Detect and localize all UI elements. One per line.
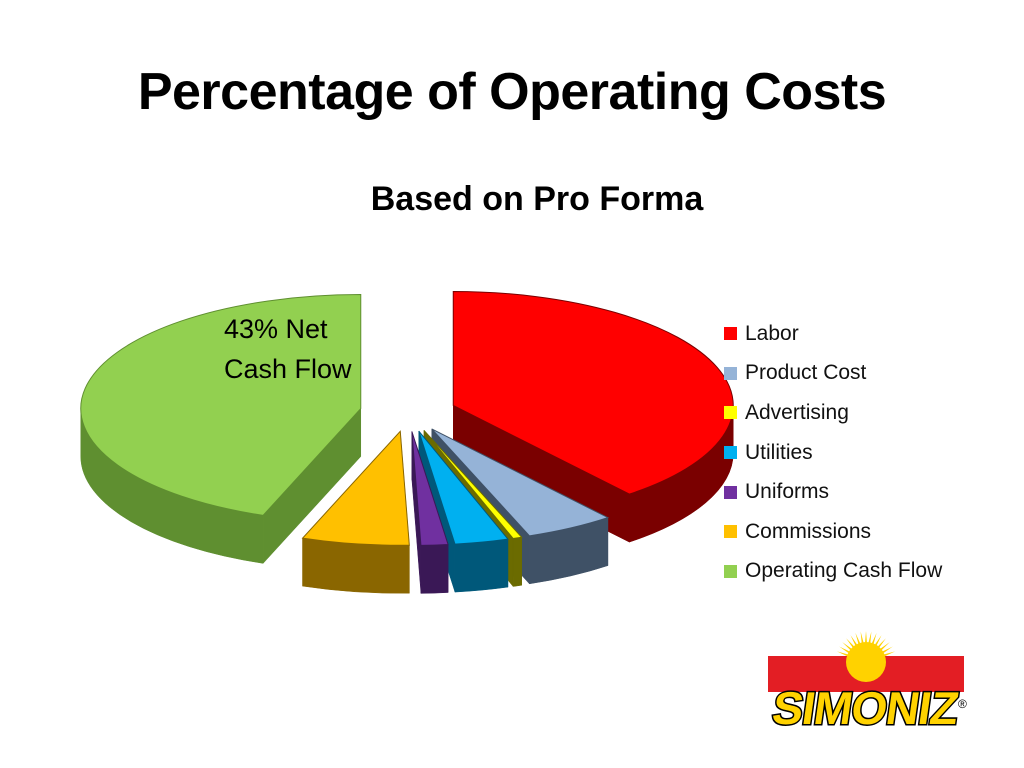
sun-ray [855, 632, 861, 646]
sun-ray [842, 642, 853, 652]
sun-ray [874, 635, 882, 647]
sun-icon [835, 631, 897, 664]
pie-slice-product-cost [431, 428, 610, 537]
pie-slice-labor [452, 290, 734, 495]
pie-slice-edge-commissions [302, 537, 410, 594]
legend-label: Commissions [745, 519, 872, 543]
sun-ray [836, 651, 850, 657]
legend-item: Utilities [724, 433, 942, 473]
legend-item: Commissions [724, 512, 942, 552]
sun-ray [876, 638, 886, 649]
legend-swatch [724, 327, 737, 341]
legend-item: Advertising [724, 393, 942, 433]
sun-ray [879, 642, 890, 652]
sun-ray [868, 631, 872, 645]
pie-slice-edge-uniforms [420, 544, 449, 594]
legend-swatch [724, 446, 737, 460]
legend-label: Labor [745, 321, 799, 345]
pie-slice-advertising [423, 430, 523, 540]
logo-wordmark: SIMONIZ [769, 682, 961, 734]
sun-ray [864, 631, 868, 645]
pie-slice-uniforms [411, 431, 449, 546]
pie-slice-edge-advertising [512, 536, 522, 587]
simoniz-logo: SIMONIZ ® [768, 631, 967, 735]
pie-slice-edge-utilities [454, 538, 509, 593]
chart-legend: Labor Product Cost Advertising Utilities Uni… [724, 314, 942, 591]
legend-swatch [724, 406, 737, 420]
sun-ray [850, 635, 858, 647]
slide-title: Percentage of Operating Costs [137, 63, 887, 121]
sun-ray [839, 646, 851, 654]
logo-sun-disc [846, 642, 886, 682]
legend-swatch [724, 525, 737, 539]
chart-title: Based on Pro Forma [370, 180, 704, 218]
legend-item: Operating Cash Flow [724, 552, 942, 592]
pie-slice-operating-cash-flow [80, 294, 362, 516]
sun-ray [871, 632, 877, 646]
legend-swatch [724, 485, 737, 499]
legend-swatch [724, 366, 737, 380]
registered-mark: ® [958, 697, 967, 711]
sun-ray [881, 646, 893, 654]
legend-item: Uniforms [724, 472, 942, 512]
legend-item: Product Cost [724, 354, 942, 394]
legend-swatch [724, 564, 737, 578]
legend-label: Product Cost [745, 361, 867, 385]
sun-ray [846, 638, 856, 649]
pie-slice-utilities [418, 430, 509, 545]
net-cash-flow-annotation: 43% Net Cash Flow [224, 314, 352, 384]
legend-label: Utilities [745, 440, 813, 464]
legend-label: Advertising [745, 400, 849, 424]
legend-label: Operating Cash Flow [745, 559, 943, 583]
sun-ray [882, 651, 896, 657]
pie-slice-commissions [301, 430, 410, 546]
legend-item: Labor [724, 314, 942, 354]
sun-ray [860, 631, 864, 645]
legend-label: Uniforms [745, 480, 830, 504]
